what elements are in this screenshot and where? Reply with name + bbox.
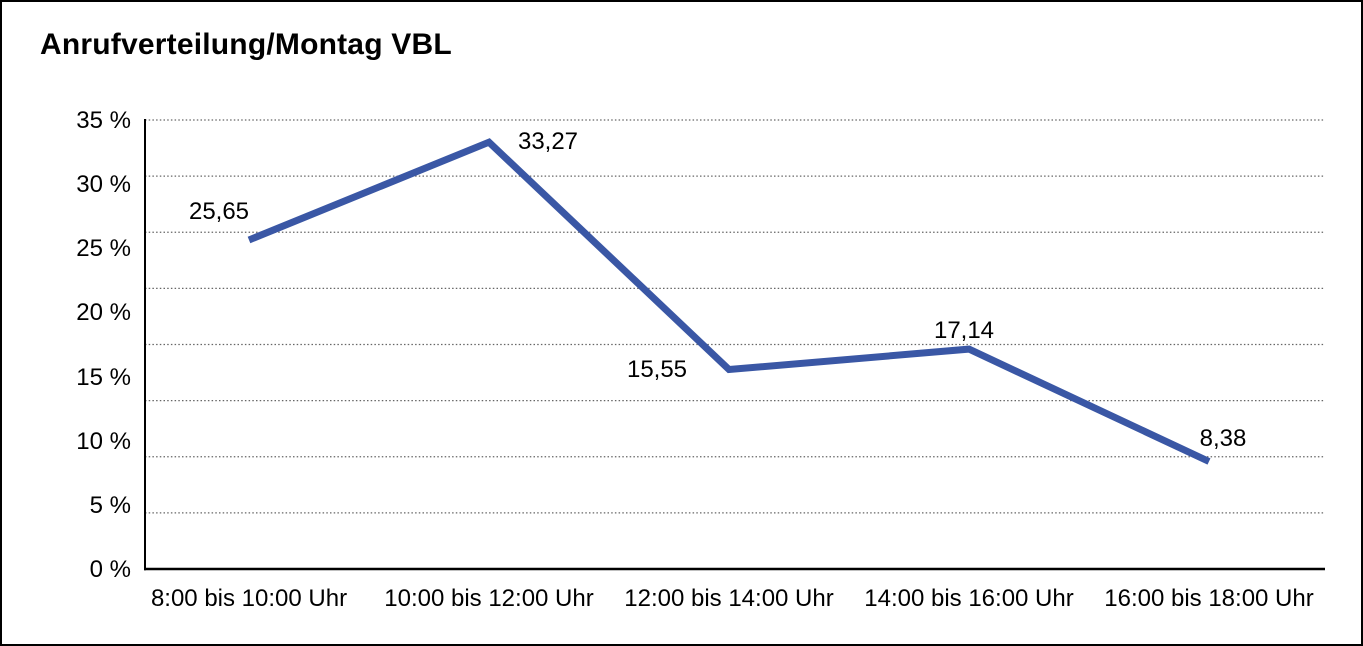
y-tick-label: 15 % bbox=[76, 363, 131, 391]
data-point-label: 8,38 bbox=[1199, 425, 1247, 453]
chart-title: Anrufverteilung/Montag VBL bbox=[40, 28, 452, 61]
data-point-label: 33,27 bbox=[517, 128, 579, 156]
data-point-label: 15,55 bbox=[626, 355, 688, 383]
y-tick-label: 25 % bbox=[76, 235, 131, 263]
gridlines bbox=[145, 119, 1325, 514]
y-tick-label: 35 % bbox=[76, 107, 131, 134]
y-tick-label: 10 % bbox=[76, 427, 131, 455]
y-tick-label: 30 % bbox=[76, 171, 131, 199]
data-point-label: 17,14 bbox=[933, 317, 995, 345]
data-point-label: 25,65 bbox=[188, 197, 250, 225]
x-tick-label: 12:00 bis 14:00 Uhr bbox=[624, 585, 834, 612]
y-tick-label: 0 % bbox=[89, 556, 131, 583]
x-tick-label: 8:00 bis 10:00 Uhr bbox=[150, 585, 348, 612]
axes bbox=[144, 119, 1325, 571]
y-tick-label: 20 % bbox=[76, 299, 131, 327]
x-tick-label: 16:00 bis 18:00 Uhr bbox=[1104, 585, 1314, 612]
x-tick-label: 14:00 bis 16:00 Uhr bbox=[864, 585, 1074, 612]
x-tick-label: 10:00 bis 12:00 Uhr bbox=[384, 585, 594, 612]
y-tick-label: 5 % bbox=[89, 491, 131, 519]
series-line bbox=[247, 138, 1211, 465]
